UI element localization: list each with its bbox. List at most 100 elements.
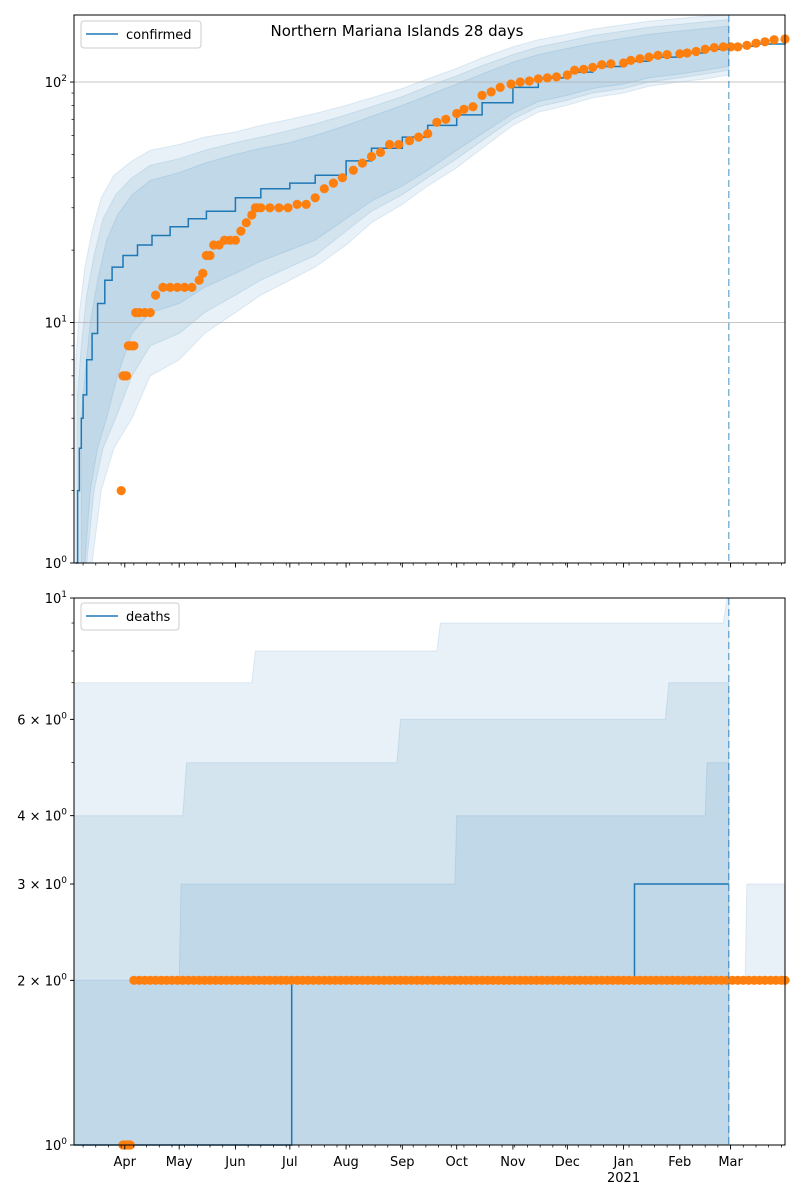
confirmed-observed-point <box>742 40 752 51</box>
confirmed-observed-point <box>122 371 132 381</box>
deaths-x-axis: Apr May Jun Jul Aug Sep Oct Nov Dec Jan Feb Mar 2021 <box>82 1145 782 1186</box>
deaths-x-tick-label: Oct <box>445 1155 467 1170</box>
confirmed-observed-point <box>551 72 562 82</box>
deaths-x-tick-label: Jun <box>224 1155 245 1170</box>
deaths-uncertainty-bands <box>73 597 786 1146</box>
deaths-x-tick-label: Jan <box>613 1155 634 1170</box>
confirmed-observed-point <box>441 114 451 124</box>
confirmed-observed-point <box>414 132 424 142</box>
confirmed-observed-point <box>506 79 516 89</box>
confirmed-observed-points <box>116 34 790 496</box>
deaths-x-tick-label: Jul <box>281 1155 298 1170</box>
confirmed-legend: confirmed <box>80 20 202 49</box>
confirmed-observed-point <box>337 173 347 183</box>
confirmed-observed-point <box>644 52 654 62</box>
confirmed-observed-point <box>691 46 701 57</box>
confirmed-observed-point <box>151 290 161 300</box>
confirmed-observed-point <box>597 60 607 70</box>
confirmed-observed-point <box>423 129 433 139</box>
confirmed-x-axis <box>82 563 782 568</box>
deaths-x-tick-label: Mar <box>718 1155 743 1170</box>
confirmed-observed-point <box>562 70 572 80</box>
confirmed-observed-point <box>751 38 761 48</box>
confirmed-observed-point <box>265 203 275 213</box>
confirmed-observed-point <box>301 199 311 209</box>
confirmed-observed-point <box>348 165 358 175</box>
confirmed-observed-point <box>675 49 685 59</box>
deaths-plot-frame <box>73 597 786 1146</box>
confirmed-observed-point <box>635 54 645 64</box>
confirmed-observed-point <box>319 184 329 194</box>
confirmed-observed-point <box>619 58 629 68</box>
confirmed-observed-point <box>328 178 338 188</box>
confirmed-observed-point <box>459 104 469 114</box>
confirmed-observed-point <box>718 42 728 52</box>
confirmed-observed-point <box>524 76 534 86</box>
deaths-legend-box <box>80 602 180 631</box>
confirmed-observed-point <box>145 308 155 318</box>
confirmed-observed-point <box>468 102 478 112</box>
confirmed-observed-point <box>283 203 293 213</box>
confirmed-observed-point <box>760 37 770 47</box>
confirmed-observed-point <box>533 74 543 84</box>
confirmed-observed-point <box>236 226 246 236</box>
confirmed-legend-box <box>80 20 202 49</box>
deaths-x-tick-label: Nov <box>500 1155 526 1170</box>
confirmed-observed-point <box>626 55 636 65</box>
deaths-x-tick-label: Aug <box>333 1155 358 1170</box>
deaths-x-tick-label: Feb <box>668 1155 691 1170</box>
confirmed-observed-point <box>116 486 126 496</box>
confirmed-observed-point <box>172 282 182 292</box>
confirmed-observed-point <box>366 151 377 162</box>
deaths-x-tick-label: Dec <box>555 1155 580 1170</box>
confirmed-observed-point <box>241 218 251 228</box>
confirmed-observed-point <box>310 193 320 203</box>
confirmed-observed-point <box>274 203 284 213</box>
confirmed-observed-point <box>606 59 616 69</box>
confirmed-observed-point <box>292 199 302 209</box>
confirmed-observed-point <box>769 35 779 45</box>
chart-title: Northern Mariana Islands 28 days <box>271 22 524 40</box>
confirmed-observed-point <box>194 275 204 285</box>
confirmed-observed-point <box>733 42 743 52</box>
confirmed-observed-point <box>158 282 168 292</box>
confirmed-observed-point <box>256 203 266 213</box>
confirmed-observed-point <box>477 90 487 100</box>
confirmed-plot-frame <box>73 14 786 564</box>
confirmed-observed-point <box>404 136 415 146</box>
confirmed-band-0 <box>80 25 730 564</box>
deaths-observed-points <box>118 975 790 1150</box>
confirmed-observed-point <box>682 48 692 58</box>
confirmed-observed-point <box>588 62 598 72</box>
confirmed-observed-point <box>579 64 589 74</box>
confirmed-observed-point <box>205 250 215 261</box>
confirmed-observed-point <box>653 50 663 61</box>
confirmed-observed-point <box>709 43 719 53</box>
deaths-band-3 <box>744 883 786 981</box>
confirmed-observed-point <box>394 139 404 150</box>
confirmed-legend-label: confirmed <box>126 28 192 43</box>
confirmed-observed-point <box>247 210 257 220</box>
deaths-y-tick-label: 3 × 100 <box>17 876 67 893</box>
confirmed-observed-point <box>375 147 386 157</box>
confirmed-observed-point <box>357 158 367 168</box>
deaths-x-tick-label: Apr <box>114 1155 137 1170</box>
deaths-y-tick-label: 2 × 100 <box>17 972 67 989</box>
confirmed-observed-point <box>570 65 580 75</box>
confirmed-observed-point <box>542 73 553 83</box>
confirmed-observed-point <box>180 282 190 292</box>
confirmed-observed-point <box>432 117 442 127</box>
confirmed-gridlines <box>74 81 785 323</box>
confirmed-observed-point <box>495 82 505 92</box>
deaths-legend: deaths <box>80 602 180 631</box>
deaths-y-tick-label: 6 × 100 <box>17 711 67 728</box>
confirmed-observed-point <box>515 77 525 87</box>
confirmed-observed-point <box>385 139 395 150</box>
confirmed-observed-point <box>187 282 197 292</box>
confirmed-observed-point <box>198 268 208 278</box>
confirmed-observed-point <box>165 282 175 292</box>
